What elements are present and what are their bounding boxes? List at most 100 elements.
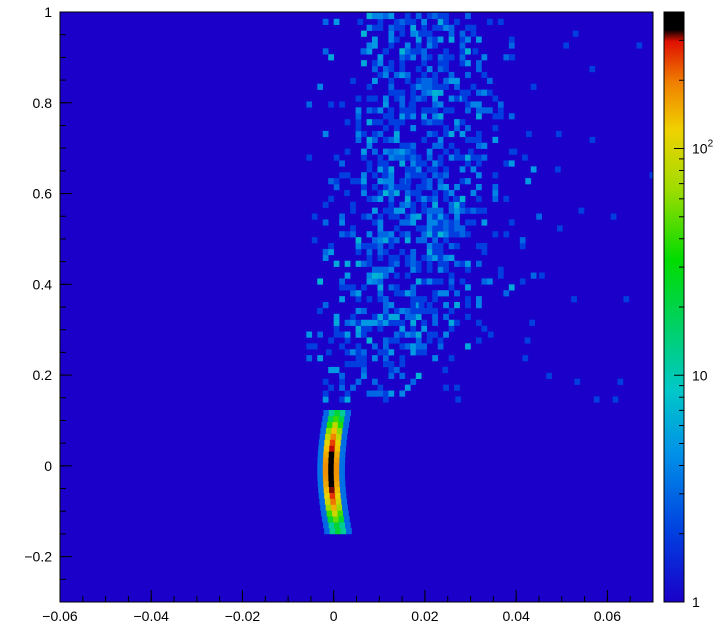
colorbar-tick-label: 10: [692, 367, 708, 383]
heatmap-cell: [530, 83, 537, 90]
heatmap-cell: [426, 260, 433, 267]
heatmap-cell: [448, 254, 455, 262]
heatmap-cell: [388, 60, 395, 67]
heatmap-cell: [316, 307, 323, 315]
heatmap-cell: [404, 237, 411, 244]
heatmap-cell: [399, 60, 406, 67]
heatmap-cell: [372, 24, 378, 31]
heatmap-cell: [415, 237, 422, 244]
heatmap-cell: [410, 343, 417, 350]
heatmap-cell: [399, 66, 406, 73]
heatmap-cell: [399, 107, 406, 114]
heatmap-cell: [399, 219, 406, 226]
heatmap-cell: [333, 457, 340, 464]
heatmap-cell: [361, 319, 367, 326]
heatmap-cell: [476, 113, 482, 120]
heatmap-cell: [492, 136, 499, 144]
heatmap-cell: [382, 231, 389, 238]
heatmap-cell: [344, 172, 351, 179]
heatmap-cell: [481, 219, 488, 226]
heatmap-cell: [377, 119, 384, 126]
heatmap-cell: [454, 18, 460, 26]
heatmap-cell: [355, 260, 362, 267]
heatmap-cell: [415, 42, 422, 49]
heatmap-cell: [448, 54, 455, 61]
heatmap-cell: [382, 361, 389, 368]
heatmap-cell: [432, 195, 438, 203]
heatmap-cell: [324, 492, 330, 499]
heatmap-cell: [339, 396, 345, 403]
heatmap-cell: [361, 30, 367, 37]
heatmap-cell: [339, 372, 345, 380]
heatmap-cell: [339, 480, 346, 488]
heatmap-cell: [415, 296, 422, 303]
heatmap-cell: [432, 172, 438, 179]
heatmap-cell: [404, 307, 411, 315]
heatmap-cell: [355, 355, 362, 362]
heatmap-cell: [393, 36, 400, 43]
heatmap-cell: [388, 30, 395, 37]
heatmap-cell: [361, 331, 367, 338]
heatmap-cell: [321, 510, 327, 517]
heatmap-cell: [322, 396, 329, 403]
heatmap-cell: [432, 119, 438, 126]
heatmap-cell: [311, 237, 318, 244]
heatmap-cell: [486, 18, 493, 26]
heatmap-cell: [421, 60, 428, 67]
heatmap-cell: [448, 189, 455, 197]
heatmap-cell: [399, 331, 406, 338]
heatmap-cell: [361, 130, 367, 138]
heatmap-cell: [476, 207, 482, 214]
heatmap-cell: [404, 71, 411, 79]
heatmap-cell: [476, 243, 482, 250]
heatmap-cell: [393, 331, 400, 338]
heatmap-cell: [448, 243, 455, 250]
heatmap-cell: [393, 272, 400, 279]
heatmap-cell: [426, 302, 433, 309]
heatmap-cell: [437, 83, 444, 90]
heatmap-cell: [508, 284, 515, 291]
heatmap-cell: [415, 154, 422, 161]
heatmap-cell: [418, 302, 425, 309]
heatmap-cell: [426, 83, 433, 90]
heatmap-cell: [355, 325, 362, 332]
heatmap-cell: [388, 24, 395, 31]
heatmap-cell: [361, 189, 367, 197]
heatmap-cell: [328, 248, 334, 256]
heatmap-cell: [322, 302, 329, 309]
heatmap-cell: [399, 343, 406, 350]
heatmap-cell: [459, 178, 466, 185]
heatmap-cell: [388, 166, 395, 173]
heatmap-cell: [388, 313, 395, 321]
heatmap-cell: [339, 410, 346, 417]
heatmap-cell: [399, 361, 406, 368]
heatmap-cell: [476, 142, 482, 149]
heatmap-cell: [454, 219, 460, 226]
heatmap-cell: [465, 260, 471, 267]
heatmap-cell: [329, 528, 336, 535]
heatmap-cell: [382, 343, 389, 350]
heatmap-cell: [465, 71, 471, 79]
heatmap-cell: [610, 213, 617, 220]
heatmap-cell: [324, 528, 330, 535]
heatmap-cell: [410, 260, 417, 267]
heatmap-cell: [459, 119, 466, 126]
heatmap-cell: [448, 130, 455, 138]
heatmap-cell: [470, 166, 477, 173]
heatmap-cell: [342, 504, 348, 511]
heatmap-cell: [322, 219, 329, 226]
heatmap-cell: [399, 71, 406, 79]
heatmap-cell: [382, 302, 389, 309]
heatmap-cell: [377, 130, 384, 138]
heatmap-cell: [426, 184, 433, 191]
heatmap-cell: [432, 254, 438, 262]
heatmap-cell: [377, 243, 384, 250]
heatmap-cell: [336, 433, 342, 440]
heatmap-cell: [372, 130, 378, 138]
heatmap-cell: [593, 396, 600, 403]
heatmap-cell: [410, 266, 417, 273]
heatmap-cell: [322, 48, 329, 55]
heatmap-cell: [410, 89, 417, 96]
heatmap-cell: [343, 510, 349, 517]
heatmap-cell: [393, 290, 400, 297]
